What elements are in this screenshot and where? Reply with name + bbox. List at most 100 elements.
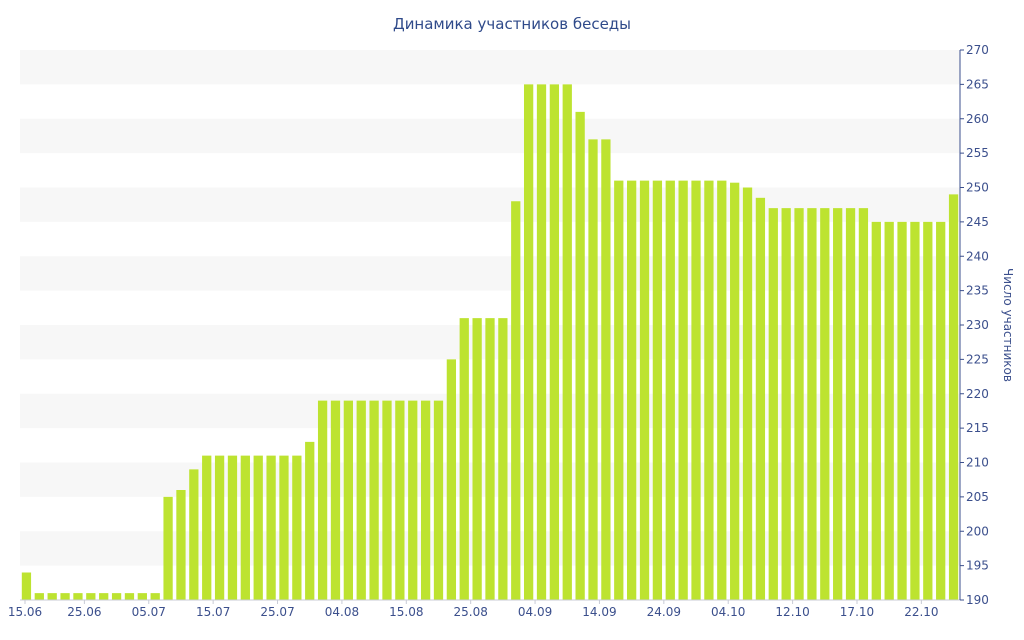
bar <box>523 84 534 600</box>
bar <box>253 455 263 600</box>
bar <box>511 201 521 600</box>
bar <box>330 400 341 600</box>
y-tick-label: 195 <box>966 559 989 573</box>
y-axis-label: Число участников <box>1001 268 1015 382</box>
x-tick-label: 12.10 <box>775 605 809 619</box>
grid-band <box>20 50 960 85</box>
x-tick-label: 04.09 <box>518 605 552 619</box>
bar <box>549 84 560 600</box>
bar <box>279 455 289 600</box>
bar <box>86 593 96 600</box>
grid-band <box>20 187 960 222</box>
bar <box>910 221 920 600</box>
bar <box>781 208 791 600</box>
bar <box>665 180 675 600</box>
y-tick-label: 220 <box>966 387 989 401</box>
bar <box>343 400 353 600</box>
bar <box>292 455 302 600</box>
bar <box>472 318 482 600</box>
bar <box>588 139 598 600</box>
y-tick-label: 215 <box>966 421 989 435</box>
bar <box>742 187 753 600</box>
x-tick-label: 04.08 <box>325 605 359 619</box>
bar <box>60 593 70 600</box>
bar <box>382 400 392 600</box>
bar <box>897 221 907 600</box>
bar <box>240 455 250 600</box>
y-tick-label: 230 <box>966 318 989 332</box>
bar <box>948 194 959 600</box>
y-tick-label: 250 <box>966 181 989 195</box>
bar <box>21 572 32 600</box>
bar <box>884 221 894 600</box>
y-tick-label: 200 <box>966 524 989 538</box>
bars <box>21 84 959 600</box>
x-tick-label: 22.10 <box>904 605 938 619</box>
bar <box>99 593 109 600</box>
bar <box>317 400 328 600</box>
bar <box>923 221 933 600</box>
bar <box>858 208 869 600</box>
bar <box>601 139 611 600</box>
bar <box>768 208 778 600</box>
bar <box>575 111 585 600</box>
bar <box>730 182 740 600</box>
bar <box>433 400 444 600</box>
y-tick-label: 225 <box>966 352 989 366</box>
x-axis-ticks: 15.06 25.06 05.07 15.07 25.07 04.08 15.08 25.08… <box>8 600 939 619</box>
y-tick-label: 190 <box>966 593 989 607</box>
x-tick-label: 04.10 <box>711 605 745 619</box>
bar <box>704 180 714 600</box>
y-tick-label: 270 <box>966 43 989 57</box>
bar <box>163 496 173 600</box>
bar <box>717 180 727 600</box>
bar <box>755 197 766 600</box>
bar <box>845 208 856 600</box>
bar <box>369 400 379 600</box>
bar <box>356 400 366 600</box>
y-tick-label: 255 <box>966 146 989 160</box>
bar <box>627 180 637 600</box>
bar <box>395 400 405 600</box>
bar <box>150 593 160 600</box>
bar <box>562 84 572 600</box>
bar <box>794 208 804 600</box>
grid-band <box>20 256 960 291</box>
bar <box>807 208 817 600</box>
bar <box>137 593 147 600</box>
y-axis-ticks: 190 195 200 205 210 215 220 225 230 235 240 245 250 2… <box>960 43 989 607</box>
chart-title: Динамика участников беседы <box>393 15 631 33</box>
bar <box>459 318 469 600</box>
bar <box>189 469 199 600</box>
bar <box>614 180 624 600</box>
y-tick-label: 260 <box>966 112 989 126</box>
x-tick-label: 14.09 <box>582 605 616 619</box>
y-tick-label: 265 <box>966 77 989 91</box>
bar <box>408 400 418 600</box>
bar <box>73 593 83 600</box>
x-tick-label: 15.07 <box>196 605 230 619</box>
bar <box>678 180 688 600</box>
x-tick-label: 15.08 <box>389 605 423 619</box>
x-tick-label: 05.07 <box>132 605 166 619</box>
bar <box>485 318 495 600</box>
bar <box>536 84 547 600</box>
x-tick-label: 15.06 <box>8 605 42 619</box>
bar <box>498 318 508 600</box>
x-tick-label: 25.08 <box>454 605 488 619</box>
y-tick-label: 205 <box>966 490 989 504</box>
bar <box>446 359 457 600</box>
bar <box>936 221 946 600</box>
bar <box>820 208 830 600</box>
bar <box>266 455 276 600</box>
bar <box>214 455 225 600</box>
grid-band <box>20 118 960 154</box>
bar <box>305 441 315 600</box>
bar <box>652 180 663 600</box>
y-tick-label: 245 <box>966 215 989 229</box>
x-tick-label: 25.06 <box>67 605 101 619</box>
x-tick-label: 25.07 <box>260 605 294 619</box>
y-tick-label: 235 <box>966 284 989 298</box>
y-tick-label: 240 <box>966 249 989 263</box>
